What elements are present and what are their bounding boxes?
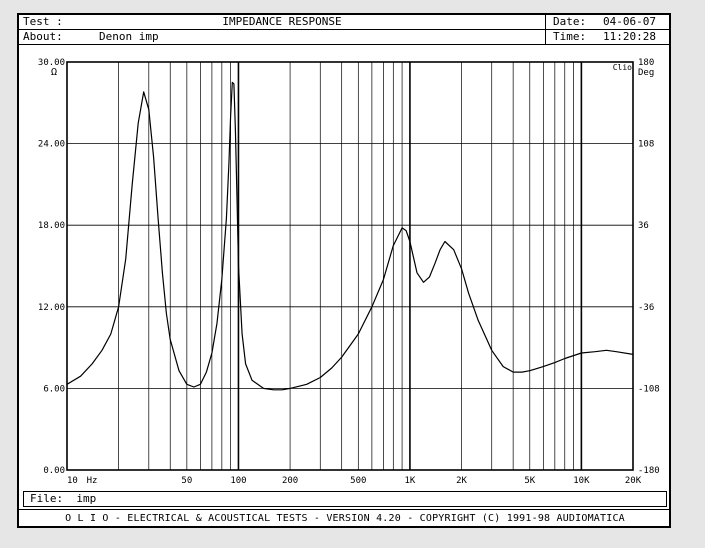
- y2-tick-label: 36: [638, 221, 649, 231]
- footer-divider: [19, 509, 669, 510]
- chart-window: Test : IMPEDANCE RESPONSE Date: 04-06-07…: [17, 13, 671, 528]
- impedance-chart: 0.00 6.00 12.00 18.00 24.00 30.00Ω -180 -108 -36…: [38, 58, 660, 485]
- y-tick-label: 24.00: [38, 140, 65, 150]
- x-tick-label: 100: [230, 476, 246, 485]
- y2-tick-label: -108: [638, 384, 660, 394]
- header-row-top: Test : IMPEDANCE RESPONSE Date: 04-06-07: [19, 15, 669, 29]
- x-tick-label: 2K: [456, 476, 467, 485]
- y2-tick-label: 180: [638, 58, 654, 68]
- footer-text: O L I O - ELECTRICAL & ACOUSTICAL TESTS …: [65, 513, 625, 524]
- y2-tick-label: -36: [638, 303, 654, 313]
- y-tick-label: 6.00: [43, 384, 65, 394]
- test-label: Test :: [23, 15, 63, 28]
- y-unit-label: Ω: [51, 67, 57, 78]
- date-label: Date:: [553, 15, 587, 28]
- file-label: File: imp: [30, 492, 97, 505]
- date-value: 04-06-07: [603, 15, 656, 28]
- y-tick-label: 18.00: [38, 221, 65, 231]
- y-tick-label: 30.00: [38, 58, 65, 68]
- header-divider: [19, 29, 669, 30]
- x-tick-label: 5K: [524, 476, 535, 485]
- y2-tick-label: -180: [638, 466, 660, 476]
- impedance-curve: [66, 81, 634, 391]
- x-tick-label: 200: [282, 476, 298, 485]
- header-separator: [545, 15, 546, 44]
- x-tick-label: Hz: [87, 476, 98, 485]
- plot-border: [66, 61, 634, 471]
- y-tick-label: 0.00: [43, 466, 65, 476]
- about-label: About:: [23, 30, 63, 43]
- header-row-bottom: About: Denon imp Time: 11:20:28: [19, 30, 669, 44]
- file-box: File: imp: [23, 491, 667, 507]
- x-tick-label: 10: [67, 476, 78, 485]
- y2-tick-label: 108: [638, 140, 654, 150]
- x-tick-label: 500: [350, 476, 366, 485]
- x-tick-label: 1K: [405, 476, 416, 485]
- time-value: 11:20:28: [603, 30, 656, 43]
- time-label: Time:: [553, 30, 587, 43]
- header-bottom-border: [19, 44, 669, 45]
- about-value: Denon imp: [99, 30, 159, 43]
- x-tick-label: 20K: [625, 476, 642, 485]
- y-tick-label: 12.00: [38, 303, 65, 313]
- y2-unit-label: Deg: [638, 68, 654, 78]
- x-tick-label: 10K: [573, 476, 590, 485]
- x-tick-label: 50: [181, 476, 192, 485]
- corner-label: Clio: [613, 63, 632, 72]
- chart-title: IMPEDANCE RESPONSE: [222, 15, 342, 28]
